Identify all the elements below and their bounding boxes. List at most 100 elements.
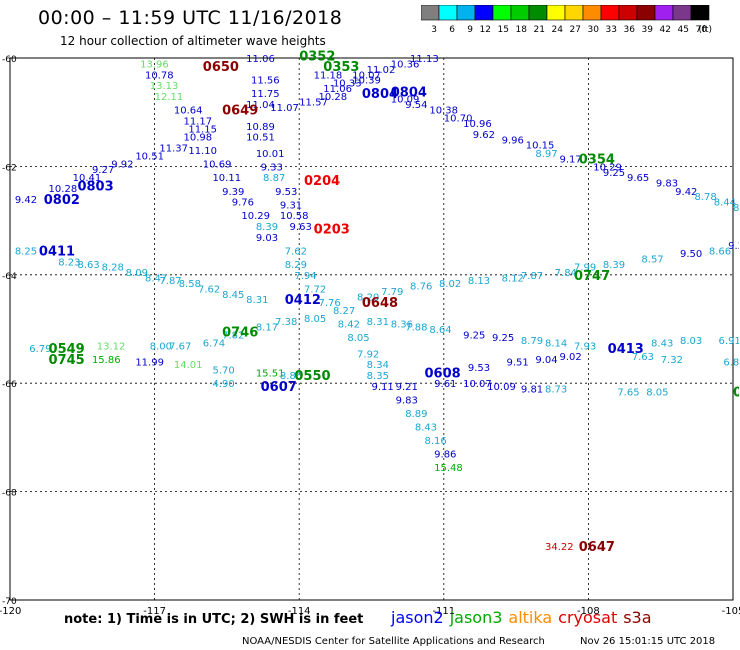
wave-height-value: 7.62 xyxy=(198,284,220,295)
wave-height-value: 10.28 xyxy=(49,184,78,195)
wave-height-value: 6.74 xyxy=(203,339,225,350)
colorbar-label: 24 xyxy=(552,25,564,35)
wave-height-value: 8.39 xyxy=(603,260,625,271)
colorbar-label: 9 xyxy=(467,25,473,35)
wave-height-value: 7.94 xyxy=(294,271,316,282)
wave-height-value: 9.51 xyxy=(506,358,528,369)
credit-line: NOAA/NESDIS Center for Satellite Applica… xyxy=(242,636,545,647)
pass-time-label: 0649 xyxy=(222,103,258,118)
wave-height-value: 11.37 xyxy=(159,143,188,154)
wave-height-value: 9.63 xyxy=(290,222,312,233)
y-tick-label: -62 xyxy=(2,163,17,173)
wave-height-value: 5.70 xyxy=(212,366,234,377)
wave-height-value: 7.32 xyxy=(661,355,683,366)
wave-height-value: 11.13 xyxy=(410,54,439,65)
wave-height-value: 8.17 xyxy=(256,322,278,333)
wave-height-value: 10.01 xyxy=(256,149,285,160)
colorbar-label: 27 xyxy=(570,25,581,35)
wave-height-value: 15.51 xyxy=(256,368,285,379)
wave-height-value: 9.39 xyxy=(222,187,244,198)
wave-height-value: 8.29 xyxy=(285,260,307,271)
pass-time-label: 0648 xyxy=(362,296,398,311)
wave-height-value: 11.15 xyxy=(188,124,217,135)
wave-height-value: 10.09 xyxy=(391,95,420,106)
x-tick-label: -120 xyxy=(0,606,21,617)
colorbar-label: 3 xyxy=(431,25,437,35)
map-title: 00:00 – 11:59 UTC 11/16/2018 xyxy=(38,7,343,29)
colorbar-label: 6 xyxy=(449,25,455,35)
wave-height-colorbar: 3 6 9 12 15 18 21 24 27 30 33 36 39 42 45 70(ft) xyxy=(421,5,712,35)
pass-time-label: 0354 xyxy=(579,152,615,167)
wave-height-value: 8.05 xyxy=(646,387,668,398)
colorbar-label: 36 xyxy=(624,25,636,35)
pass-time-label: 0550 xyxy=(294,369,330,384)
wave-height-value: 10.29 xyxy=(593,162,622,173)
wave-height-value: 8.76 xyxy=(410,282,432,293)
map-subtitle: 12 hour collection of altimeter wave hei… xyxy=(60,34,326,48)
wave-height-value: 8.79 xyxy=(521,336,543,347)
pass-time-label: 0746 xyxy=(222,326,258,341)
pass-time-label: 0411 xyxy=(39,244,75,259)
wave-height-value: 8.34 xyxy=(367,360,389,371)
pass-time-label: 0352 xyxy=(299,49,335,64)
wave-height-value: 11.57 xyxy=(299,97,328,108)
wave-height-value: 8.16 xyxy=(425,436,447,447)
wave-height-value: 8.58 xyxy=(179,279,201,290)
pass-time-label: 0203 xyxy=(314,223,350,238)
pass-time-label: 0803 xyxy=(77,179,113,194)
wave-height-value: 9.27 xyxy=(92,165,114,176)
wave-height-value: 4.90 xyxy=(212,379,234,390)
legend-cryosat: cryosat xyxy=(558,608,618,627)
wave-height-value: 9.65 xyxy=(627,173,649,184)
wave-height-value: 7.76 xyxy=(318,298,340,309)
wave-height-value: 10.51 xyxy=(135,152,164,163)
wave-height-value: 34.22 xyxy=(545,542,574,553)
y-tick-label: -60 xyxy=(2,55,17,65)
wave-height-value: 6.91 xyxy=(719,336,740,347)
wave-height-value: 9.25 xyxy=(492,333,514,344)
pass-time-label: 0802 xyxy=(44,193,80,208)
wave-height-value: 10.33 xyxy=(333,78,362,89)
wave-height-value: 9.83 xyxy=(656,179,678,190)
wave-height-value: 8.05 xyxy=(304,314,326,325)
wave-height-value: 8.57 xyxy=(641,255,663,266)
wave-height-value: 10.41 xyxy=(73,173,102,184)
colorbar-label: 70 xyxy=(696,25,708,35)
legend-jason2: jason2 xyxy=(391,608,444,627)
wave-height-value: 10.98 xyxy=(184,133,213,144)
wave-height-value: 8.63 xyxy=(77,260,99,271)
wave-height-value: 9.17 xyxy=(559,154,581,165)
wave-height-value: 9.42 xyxy=(15,195,37,206)
colorbar-label: 30 xyxy=(588,25,600,35)
pass-time-label: 0804 xyxy=(391,86,427,101)
wave-height-value: 9.53 xyxy=(275,187,297,198)
legend-altika: altika xyxy=(508,608,553,627)
y-tick-label: -70 xyxy=(2,597,17,607)
wave-height-value: 7.38 xyxy=(275,317,297,328)
footer-note: note: 1) Time is in UTC; 2) SWH is in fe… xyxy=(64,612,364,627)
wave-height-value: 8.42 xyxy=(338,320,360,331)
colorbar-label: 45 xyxy=(678,25,689,35)
wave-height-value: 9.04 xyxy=(535,355,557,366)
wave-height-value: 11.10 xyxy=(188,146,217,157)
pass-time-label: 0804 xyxy=(362,87,398,102)
wave-height-value: 8.64 xyxy=(429,325,451,336)
wave-height-value: 9.03 xyxy=(256,233,278,244)
wave-height-value: 8.89 xyxy=(405,409,427,420)
colorbar-label: 42 xyxy=(660,25,671,35)
colorbar-bin xyxy=(690,5,710,21)
x-tick-label: -111 xyxy=(432,606,455,617)
wave-height-value: 9.54 xyxy=(405,100,427,111)
wave-height-value: 7.93 xyxy=(574,341,596,352)
wave-height-value: 7.82 xyxy=(222,330,244,341)
wave-height-value: 9.50 xyxy=(680,249,702,260)
wave-height-value: 7.92 xyxy=(357,349,379,360)
wave-height-value: 10.07 xyxy=(463,379,492,390)
wave-height-value: 8.13 xyxy=(468,276,490,287)
pass-time-label: 0607 xyxy=(261,380,297,395)
wave-height-value: 8.02 xyxy=(439,279,461,290)
wave-height-value: 9.27 xyxy=(728,241,740,252)
pass-time-label: 0650 xyxy=(203,60,239,75)
